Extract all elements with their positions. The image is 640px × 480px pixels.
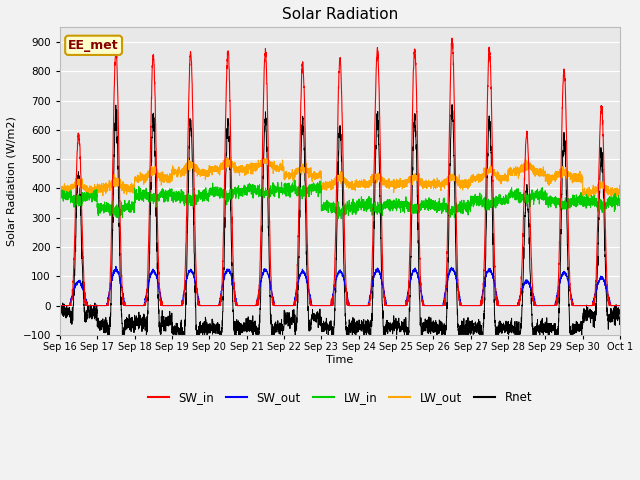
SW_out [497,303,505,309]
SW_out [56,303,64,309]
Rnet [616,316,623,322]
Rnet [448,102,456,108]
Rnet [498,325,506,331]
LW_out [497,173,505,179]
LW_out [157,178,164,183]
SW_in [435,303,442,309]
SW_out [157,294,164,300]
Line: SW_out: SW_out [60,266,620,306]
LW_in [466,201,474,206]
SW_in [466,303,474,309]
SW_in [616,303,623,309]
SW_in [157,300,164,306]
LW_out [616,188,623,194]
Text: EE_met: EE_met [68,39,119,52]
SW_out [319,303,327,309]
LW_in [319,204,327,210]
LW_in [616,201,623,207]
Line: LW_in: LW_in [60,180,620,219]
LW_in [435,207,442,213]
SW_in [497,303,505,309]
Y-axis label: Solar Radiation (W/m2): Solar Radiation (W/m2) [7,116,17,246]
Line: Rnet: Rnet [60,105,620,348]
Line: SW_in: SW_in [60,38,620,306]
LW_out [319,183,327,189]
Rnet [435,330,442,336]
Rnet [616,314,624,320]
LW_out [611,195,618,201]
Rnet [157,324,164,329]
Rnet [56,307,64,313]
LW_out [56,187,64,192]
Legend: SW_in, SW_out, LW_in, LW_out, Rnet: SW_in, SW_out, LW_in, LW_out, Rnet [143,386,537,409]
X-axis label: Time: Time [326,355,353,365]
SW_in [448,35,456,41]
SW_out [466,303,474,309]
LW_out [466,184,474,190]
Rnet [466,323,474,328]
Rnet [194,345,202,351]
LW_in [157,190,164,195]
LW_out [435,179,442,184]
SW_out [616,303,623,309]
LW_in [498,201,506,207]
SW_out [616,303,624,309]
LW_in [56,191,64,197]
LW_in [616,199,624,204]
SW_in [56,303,64,309]
LW_in [291,177,299,183]
SW_in [319,303,327,309]
Line: LW_out: LW_out [60,157,620,198]
SW_out [435,303,442,309]
Rnet [319,324,327,329]
LW_out [616,187,624,192]
LW_in [337,216,345,222]
Title: Solar Radiation: Solar Radiation [282,7,398,22]
LW_out [227,155,234,160]
SW_out [112,264,120,269]
SW_in [616,303,624,309]
